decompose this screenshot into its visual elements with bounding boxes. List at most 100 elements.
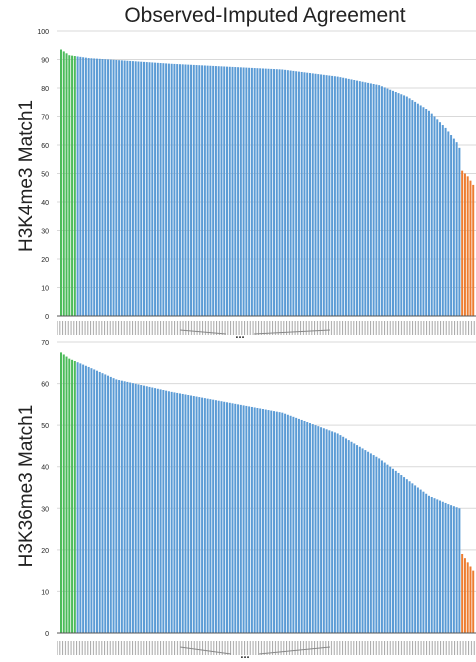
bar <box>403 477 406 633</box>
bar <box>270 410 273 633</box>
bar <box>286 70 289 316</box>
bar <box>325 75 328 317</box>
bar <box>201 397 204 633</box>
bar <box>358 81 361 316</box>
y-tick-label: 30 <box>41 506 49 513</box>
break-line <box>253 329 331 335</box>
bar <box>231 403 234 633</box>
y-axis-label: H3K36me3 Match1 <box>16 405 37 568</box>
bar <box>93 369 96 633</box>
bar <box>214 66 217 316</box>
bar <box>425 109 428 317</box>
bar <box>101 373 104 633</box>
bar <box>176 392 179 633</box>
bar <box>403 95 406 316</box>
bar <box>101 59 104 317</box>
bar <box>422 107 425 317</box>
panel-h3k4me3: H3K4me3 Match1 0 10 20 30 40 50 60 70 80 90 100... <box>16 29 476 341</box>
bar <box>392 90 394 316</box>
bar <box>317 426 320 633</box>
bar <box>397 93 400 316</box>
bar <box>361 81 364 316</box>
bar <box>98 371 101 633</box>
bar <box>286 414 289 633</box>
bar <box>170 63 173 316</box>
bar <box>173 63 176 316</box>
bar <box>112 59 115 316</box>
bar <box>325 429 328 633</box>
y-tick-label: 10 <box>41 286 49 293</box>
y-tick-label: 20 <box>41 257 49 264</box>
bar <box>145 62 148 316</box>
bar <box>68 358 71 633</box>
bar <box>356 445 359 633</box>
bar <box>297 418 300 633</box>
bar <box>380 86 383 316</box>
bar <box>466 176 469 316</box>
bar <box>259 408 262 633</box>
y-tick-label: 90 <box>41 58 49 65</box>
bar <box>228 66 231 317</box>
bar <box>344 438 347 633</box>
bar <box>278 69 281 316</box>
bar <box>167 63 170 317</box>
bar <box>441 125 444 316</box>
y-tick-label: 20 <box>41 548 49 555</box>
bar <box>439 122 442 316</box>
bar <box>292 70 295 317</box>
bar <box>126 60 129 316</box>
bar <box>187 395 190 633</box>
bar <box>129 60 132 316</box>
bar <box>375 456 378 633</box>
bar <box>123 381 126 633</box>
bar <box>275 69 278 316</box>
bar <box>140 61 143 316</box>
bar <box>123 60 126 316</box>
bar <box>378 458 381 633</box>
bar <box>372 84 375 316</box>
bar <box>300 71 303 316</box>
bar <box>134 61 137 317</box>
y-tick-label: 60 <box>41 143 49 150</box>
bar <box>389 89 392 317</box>
y-tick-label: 0 <box>45 631 49 638</box>
bar <box>378 85 381 317</box>
bar <box>350 79 353 316</box>
bar <box>422 491 425 633</box>
bar <box>62 51 65 317</box>
bar <box>253 68 256 316</box>
bar <box>131 61 134 316</box>
bar <box>394 470 397 633</box>
bar <box>444 127 447 317</box>
bar <box>118 60 121 316</box>
bar <box>159 63 162 316</box>
bar <box>369 83 372 316</box>
bar <box>463 173 466 316</box>
bar <box>400 475 403 633</box>
bar <box>143 385 145 633</box>
bar <box>82 57 85 316</box>
bar <box>356 80 359 316</box>
bar <box>184 64 187 317</box>
bar <box>60 352 62 633</box>
bar <box>344 78 347 316</box>
bar <box>198 65 201 316</box>
bar <box>414 101 417 316</box>
bar <box>353 80 356 317</box>
bar <box>314 73 317 316</box>
bar <box>284 413 287 633</box>
bar <box>405 96 408 316</box>
bar <box>248 67 251 317</box>
bar <box>309 73 311 316</box>
bar <box>176 64 179 316</box>
bar <box>231 66 234 316</box>
bar <box>383 462 386 633</box>
bar <box>162 390 165 633</box>
bar <box>336 76 339 316</box>
bar <box>76 362 79 633</box>
bar <box>289 415 292 633</box>
bar <box>430 497 433 633</box>
bar <box>82 364 85 633</box>
bar <box>427 495 430 633</box>
bar <box>408 98 411 316</box>
